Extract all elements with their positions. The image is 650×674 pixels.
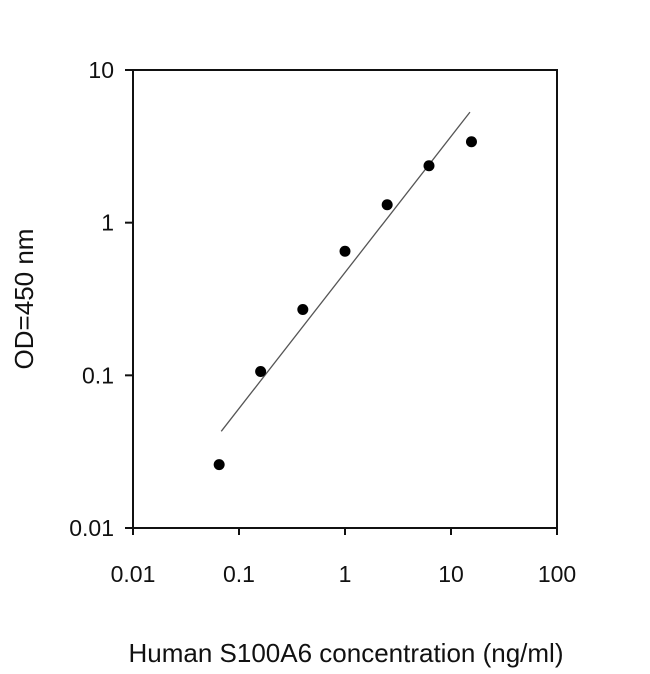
x-tick-label: 0.1 [223,561,255,587]
plot-border [132,69,558,529]
x-axis-title: Human S100A6 concentration (ng/ml) [128,638,563,668]
y-axis-title: OD=450 nm [9,229,39,370]
y-tick-label: 0.01 [69,515,114,541]
x-tick-label: 10 [438,561,464,587]
data-point [465,136,477,148]
x-axis-ticks: 0.01 0.1 1 10 100 [111,528,576,587]
y-axis-ticks: 0.01 0.1 1 10 [69,57,133,541]
x-tick-label: 1 [339,561,352,587]
y-tick-label: 1 [101,210,114,236]
plot-frame [132,69,558,529]
data-point [297,303,309,315]
y-tick-label: 0.1 [82,362,114,388]
y-tick-label: 10 [88,57,114,83]
data-points [213,136,477,471]
data-point [339,245,351,257]
regression-line [220,111,471,432]
data-point [255,365,267,377]
data-point [213,459,225,471]
x-tick-label: 100 [538,561,576,587]
fit-line [220,111,471,432]
data-point [423,160,435,172]
data-point [381,199,393,211]
x-tick-label: 0.01 [111,561,156,587]
